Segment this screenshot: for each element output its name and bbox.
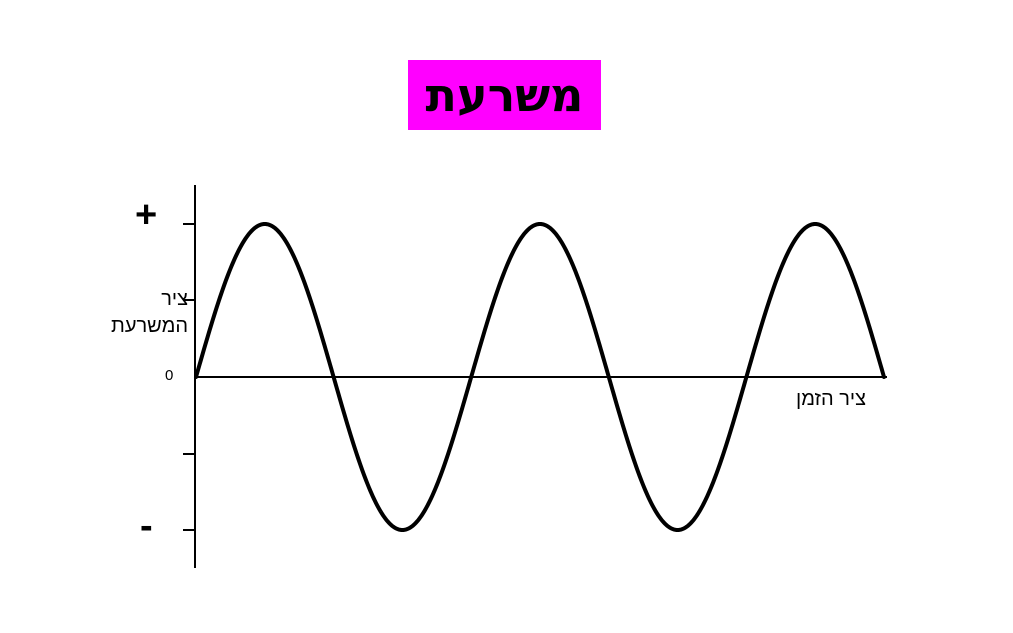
negative-amplitude-sign: - — [140, 505, 153, 547]
positive-amplitude-sign: + — [135, 194, 158, 236]
y-axis-label-line1: ציר — [161, 288, 188, 310]
y-axis-label: ציר המשרעת — [78, 286, 188, 340]
sine-wave — [194, 221, 886, 533]
page-title: משרעת — [425, 68, 584, 122]
zero-label: 0 — [165, 367, 174, 384]
title-banner: משרעת — [408, 60, 601, 130]
y-axis-label-line2: המשרעת — [111, 315, 188, 337]
x-axis-label: ציר הזמן — [796, 388, 867, 410]
